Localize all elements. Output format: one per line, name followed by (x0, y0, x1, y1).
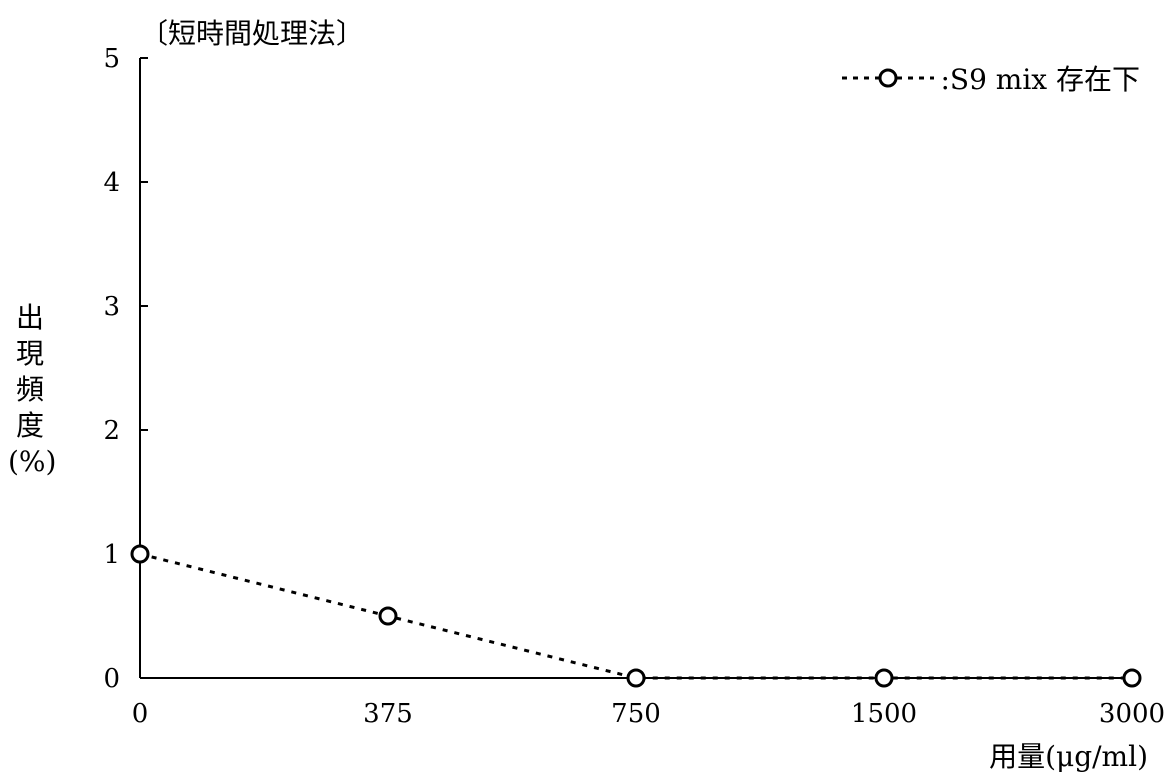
y-axis-label-unit: (%) (8, 445, 57, 478)
x-axis-label: 用量(μg/ml) (989, 740, 1148, 773)
y-axis-label-char: 現 (15, 337, 44, 370)
y-tick-label: 3 (103, 292, 120, 322)
data-point (378, 606, 398, 626)
legend-series-name: S9 mix 存在下 (949, 63, 1140, 96)
x-tick-label: 375 (363, 699, 413, 729)
y-axis-label-char: 度 (15, 409, 44, 442)
x-tick-label: 0 (132, 699, 149, 729)
data-point (874, 668, 894, 688)
data-point (626, 668, 646, 688)
series-line (139, 552, 1132, 680)
y-axis-label-char: 出 (15, 301, 44, 334)
y-axis-label-char: 頻 (15, 373, 44, 406)
y-tick-label: 5 (103, 44, 120, 74)
legend-label: :S9 mix 存在下 (940, 63, 1140, 96)
data-point (130, 544, 150, 564)
legend-marker-icon (842, 68, 935, 88)
legend: :S9 mix 存在下 (840, 58, 1140, 98)
x-tick-label: 750 (611, 699, 661, 729)
y-tick-label: 0 (103, 664, 120, 694)
y-tick-label: 1 (103, 540, 120, 570)
y-axis-label: 出 現 頻 度 (%) (8, 300, 57, 480)
chart-title: 〔短時間処理法〕 (140, 17, 365, 50)
y-tick-label: 4 (103, 168, 120, 198)
y-tick-label: 2 (103, 416, 120, 446)
x-tick-label: 1500 (851, 699, 917, 729)
x-tick-label: 3000 (1099, 699, 1165, 729)
data-point (1122, 668, 1142, 688)
